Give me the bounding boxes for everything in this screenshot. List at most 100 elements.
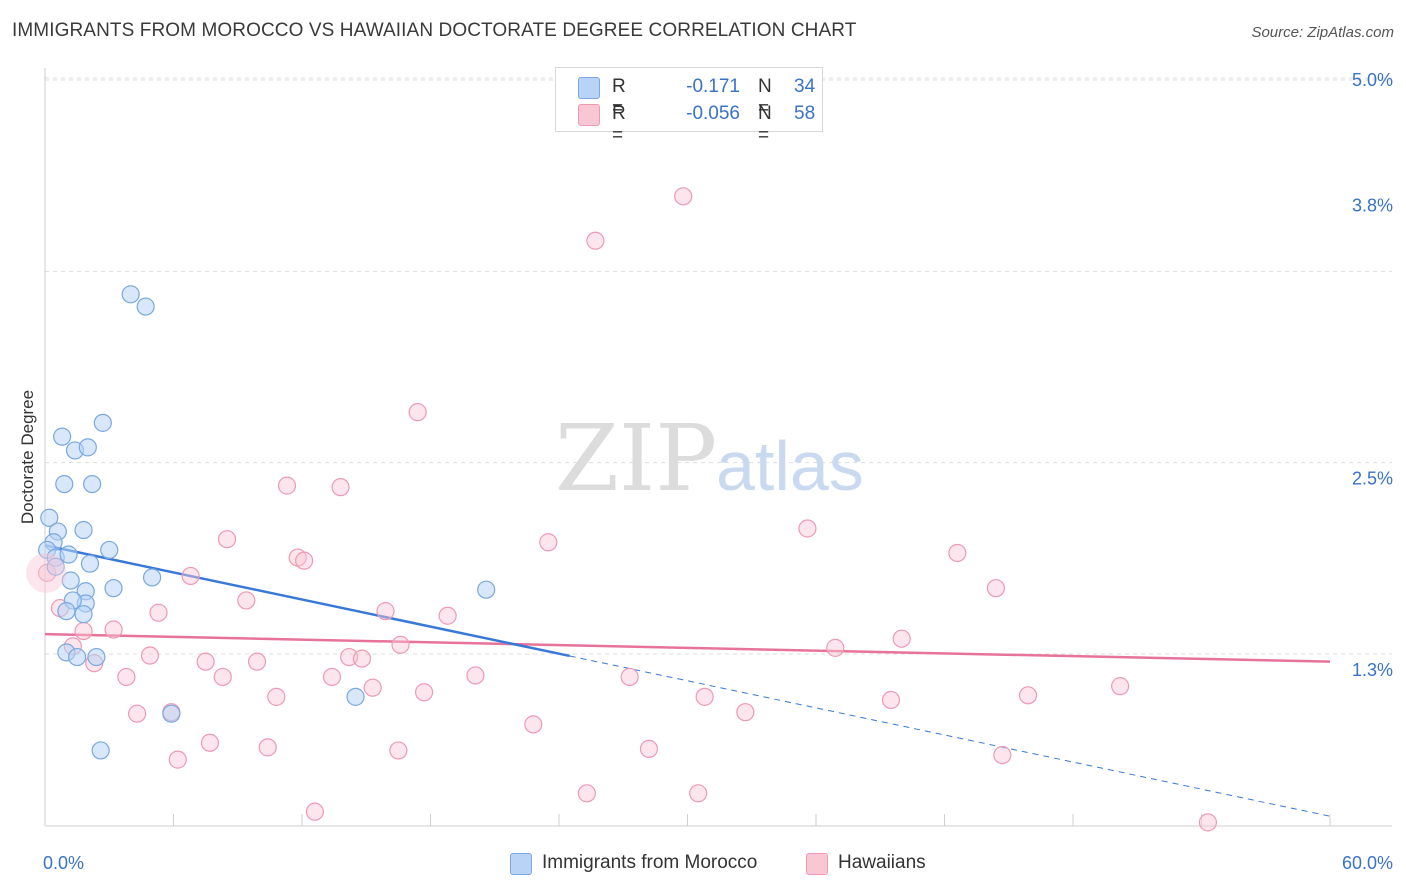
bottom-legend-swatch-morocco — [510, 853, 532, 875]
point-hawaiians — [389, 741, 408, 760]
point-hawaiians — [695, 687, 714, 706]
point-morocco — [40, 508, 59, 527]
point-hawaiians — [826, 638, 845, 657]
y-tick-label: 1.3% — [1352, 660, 1393, 680]
point-hawaiians — [168, 750, 187, 769]
point-hawaiians — [539, 533, 558, 552]
point-morocco — [346, 687, 365, 706]
point-hawaiians-cluster — [26, 552, 67, 593]
point-hawaiians — [1111, 677, 1130, 696]
point-morocco — [55, 474, 74, 494]
point-morocco — [57, 602, 76, 621]
point-hawaiians — [117, 667, 136, 687]
point-hawaiians — [127, 704, 147, 723]
point-hawaiians — [217, 530, 237, 549]
point-hawaiians — [620, 667, 639, 687]
point-morocco — [162, 704, 181, 723]
bottom-legend-label-hawaiians: Hawaiians — [838, 852, 926, 873]
point-hawaiians — [277, 476, 297, 495]
point-hawaiians — [881, 690, 901, 710]
point-morocco — [78, 438, 97, 457]
legend-r-value: -0.171 — [686, 76, 740, 97]
point-morocco — [93, 413, 112, 432]
point-morocco — [46, 557, 65, 576]
point-hawaiians — [414, 683, 434, 702]
point-hawaiians — [736, 703, 755, 722]
legend-n-value: 58 — [794, 103, 816, 124]
watermark-atlas: atlas — [716, 427, 864, 505]
point-hawaiians — [322, 667, 342, 687]
point-hawaiians — [104, 620, 123, 639]
point-hawaiians — [196, 652, 215, 671]
correlation-legend: R = -0.171 N = 34 R = -0.056 N = 58 — [555, 67, 823, 146]
point-hawaiians — [140, 646, 160, 665]
chart-title: IMMIGRANTS FROM MOROCCO VS HAWAIIAN DOCT… — [12, 20, 857, 41]
source-label: Source: ZipAtlas.com — [1251, 24, 1394, 41]
point-hawaiians — [391, 635, 410, 654]
point-hawaiians — [200, 733, 220, 752]
point-hawaiians — [331, 478, 350, 497]
point-morocco — [53, 427, 72, 446]
point-hawaiians — [74, 621, 93, 641]
watermark-zip: ZIP — [555, 405, 717, 512]
point-hawaiians — [586, 231, 605, 250]
point-hawaiians — [948, 543, 967, 563]
point-morocco — [68, 647, 87, 667]
point-morocco — [87, 647, 106, 667]
bottom-legend-label-morocco: Immigrants from Morocco — [542, 852, 758, 873]
legend-r-value: -0.056 — [686, 103, 740, 124]
point-morocco — [80, 554, 100, 573]
point-hawaiians — [674, 187, 693, 206]
point-hawaiians — [639, 739, 659, 759]
point-hawaiians — [213, 667, 232, 687]
point-morocco — [121, 285, 140, 304]
x-tick-label: 60.0% — [1342, 853, 1393, 873]
y-tick-label: 5.0% — [1352, 70, 1393, 90]
point-morocco — [136, 297, 155, 316]
point-morocco — [74, 520, 93, 540]
point-hawaiians — [577, 784, 596, 803]
point-hawaiians — [689, 784, 708, 803]
legend-n-label: N = — [758, 103, 772, 146]
point-morocco — [91, 741, 110, 760]
bottom-legend-swatch-hawaiians — [806, 853, 828, 875]
point-hawaiians — [524, 715, 543, 734]
point-hawaiians — [1018, 686, 1038, 705]
point-morocco — [61, 571, 80, 590]
point-hawaiians — [258, 738, 277, 757]
point-hawaiians — [305, 802, 324, 821]
point-hawaiians — [376, 602, 395, 621]
point-hawaiians — [798, 519, 817, 538]
point-hawaiians — [295, 551, 314, 570]
point-morocco — [83, 474, 102, 494]
trendline-hawaiians — [44, 632, 1331, 663]
legend-n-label: N = — [758, 76, 772, 119]
point-morocco — [100, 540, 119, 560]
point-hawaiians — [363, 678, 382, 697]
y-axis-title: Doctorate Degree — [18, 390, 37, 524]
point-morocco — [74, 605, 93, 624]
point-hawaiians — [267, 687, 286, 706]
point-hawaiians — [181, 566, 200, 586]
point-morocco — [142, 568, 162, 587]
legend-n-value: 34 — [794, 76, 816, 97]
legend-swatch-morocco — [578, 77, 600, 99]
y-tick-label: 2.5% — [1352, 469, 1393, 489]
point-hawaiians — [408, 403, 427, 422]
point-hawaiians — [438, 606, 457, 625]
point-morocco — [59, 545, 78, 564]
point-hawaiians — [993, 745, 1012, 765]
legend-swatch-hawaiians — [578, 104, 600, 126]
trendline-morocco — [44, 544, 570, 658]
point-hawaiians — [247, 652, 267, 671]
point-morocco — [477, 580, 496, 599]
x-tick-label: 0.0% — [43, 853, 84, 873]
point-hawaiians — [892, 629, 911, 648]
point-hawaiians — [149, 603, 168, 622]
legend-r-label: R = — [612, 76, 626, 119]
point-hawaiians — [1198, 813, 1218, 832]
point-hawaiians — [237, 591, 256, 610]
point-morocco — [104, 579, 123, 598]
y-tick-label: 3.8% — [1352, 195, 1393, 215]
